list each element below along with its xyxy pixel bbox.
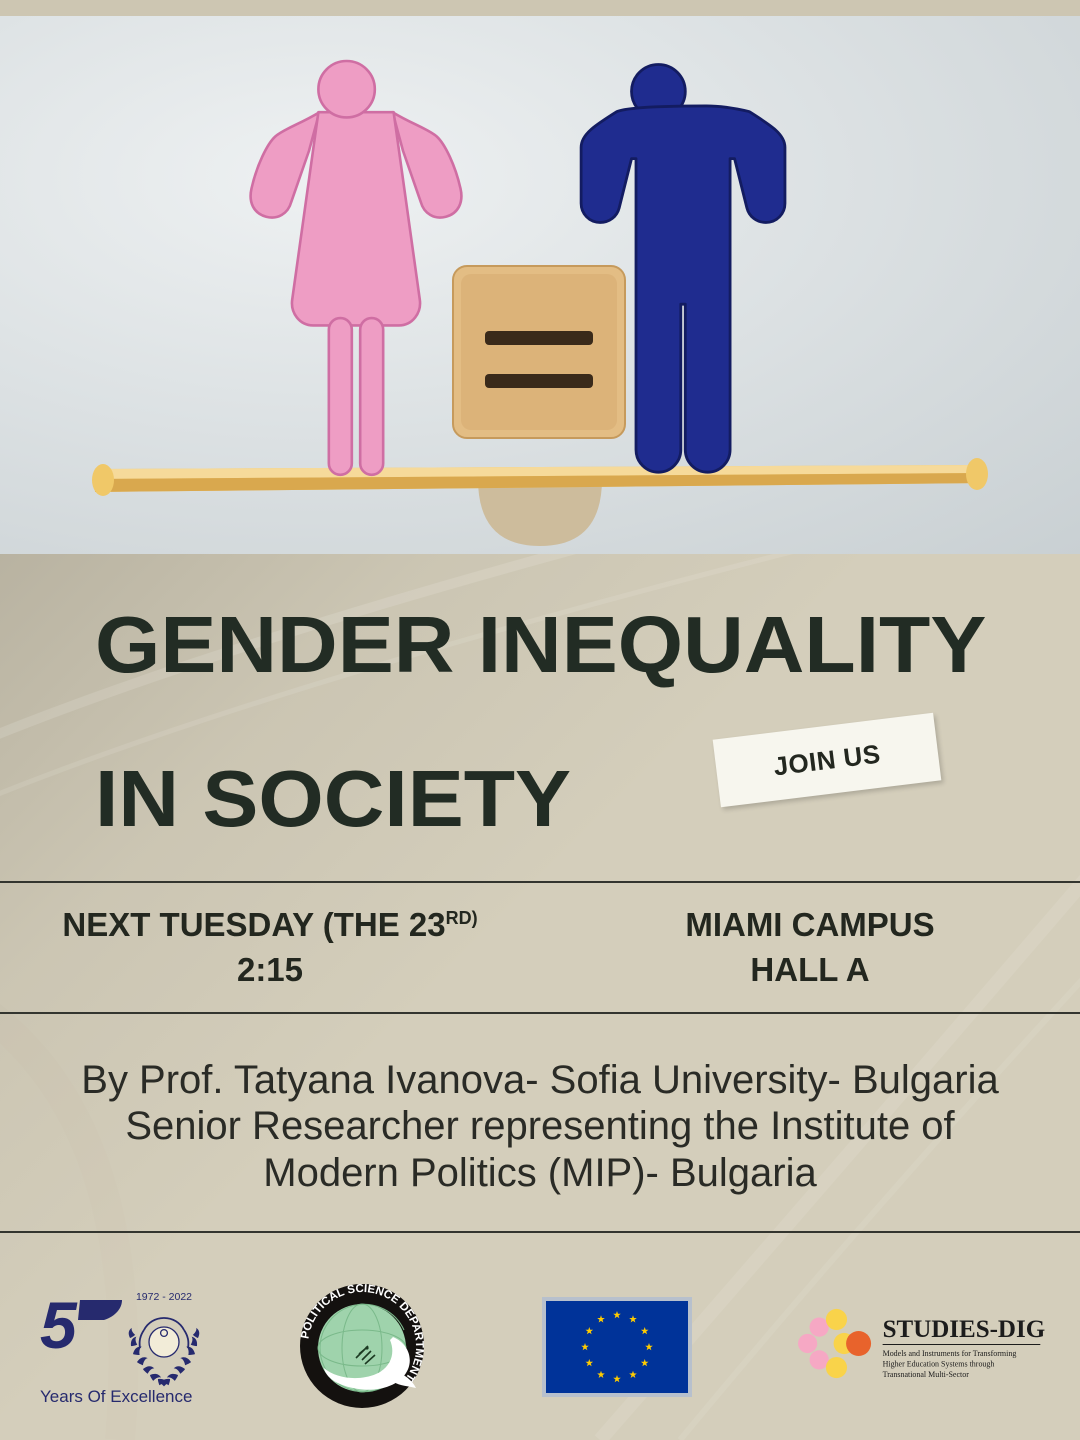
svg-text:Transnational Multi-Sector: Transnational Multi-Sector	[883, 1370, 970, 1379]
svg-text:5: 5	[40, 1290, 78, 1362]
svg-text:STUDIES-DIG: STUDIES-DIG	[883, 1316, 1046, 1343]
svg-text:Years Of Excellence: Years Of Excellence	[40, 1387, 192, 1406]
svg-text:1972 - 2022: 1972 - 2022	[136, 1291, 192, 1303]
svg-text:Models and Instruments for Tra: Models and Instruments for Transforming	[883, 1349, 1017, 1358]
svg-text:Higher Education Systems throu: Higher Education Systems through	[883, 1360, 995, 1369]
